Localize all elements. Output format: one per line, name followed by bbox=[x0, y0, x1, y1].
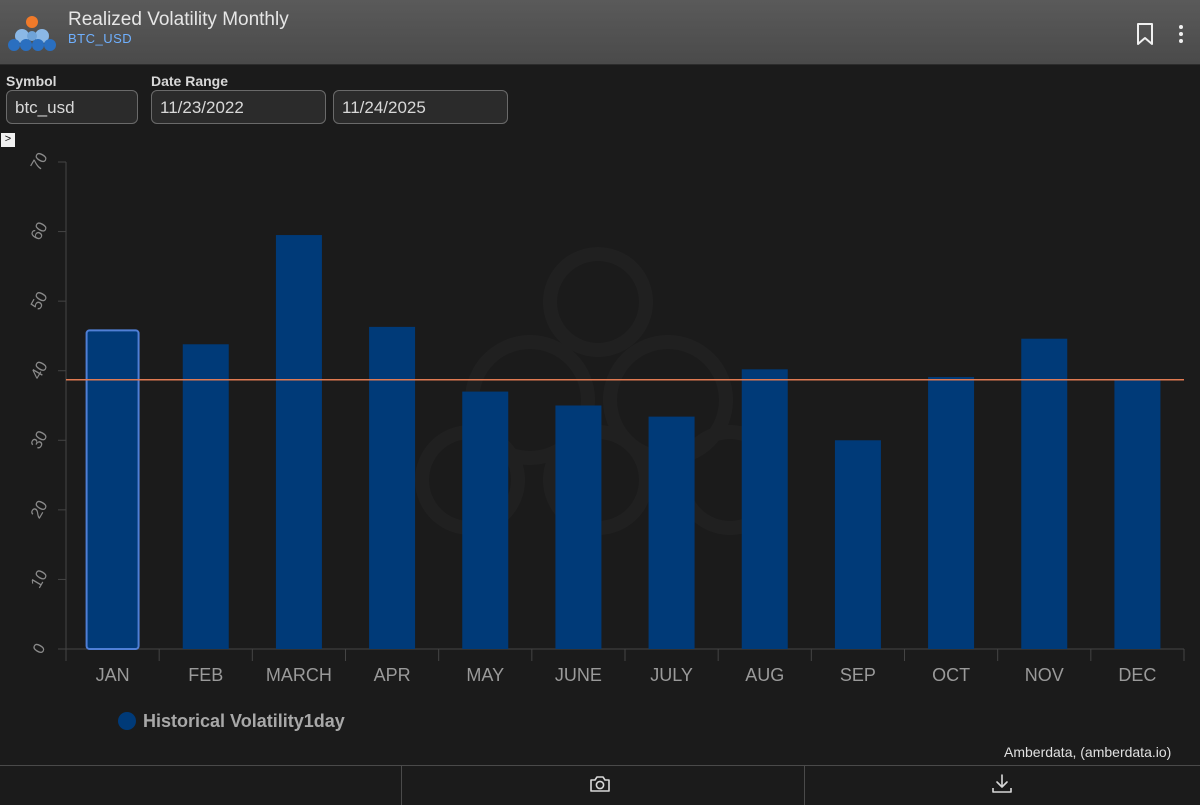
footer-cell-camera bbox=[402, 766, 805, 805]
expand-toggle-icon[interactable]: > bbox=[1, 133, 15, 147]
bar[interactable] bbox=[462, 391, 509, 649]
page-title: Realized Volatility Monthly bbox=[68, 9, 289, 30]
data-credit: Amberdata, (amberdata.io) bbox=[1004, 744, 1172, 760]
footer-toolbar bbox=[0, 765, 1200, 805]
bar[interactable] bbox=[1114, 379, 1161, 649]
bar[interactable] bbox=[1021, 338, 1068, 649]
bar[interactable] bbox=[369, 326, 416, 649]
y-tick-label: 50 bbox=[28, 289, 52, 313]
y-tick-label: 0 bbox=[30, 641, 49, 657]
symbol-label: Symbol bbox=[6, 73, 57, 89]
camera-icon[interactable] bbox=[589, 774, 611, 794]
footer-cell-left bbox=[0, 766, 402, 805]
x-tick-label: JAN bbox=[96, 665, 130, 685]
download-icon[interactable] bbox=[991, 773, 1013, 795]
bar[interactable] bbox=[741, 369, 788, 649]
x-tick-label: FEB bbox=[188, 665, 223, 685]
y-tick-label: 70 bbox=[28, 150, 52, 174]
x-tick-label: APR bbox=[374, 665, 411, 685]
page-subtitle: BTC_USD bbox=[68, 31, 133, 46]
bar[interactable] bbox=[555, 405, 602, 650]
bar[interactable] bbox=[648, 416, 695, 649]
bookmark-icon[interactable] bbox=[1134, 22, 1156, 46]
x-tick-label: OCT bbox=[932, 665, 970, 685]
y-tick-label: 30 bbox=[28, 428, 52, 452]
symbol-field[interactable]: btc_usd bbox=[6, 90, 138, 124]
date-range-label: Date Range bbox=[151, 73, 229, 89]
x-tick-label: NOV bbox=[1025, 665, 1064, 685]
bar[interactable] bbox=[928, 376, 975, 649]
title-bar: Realized Volatility Monthly BTC_USD bbox=[0, 0, 1200, 65]
bar[interactable] bbox=[182, 344, 229, 649]
y-tick-label: 60 bbox=[28, 219, 52, 243]
start-date-field[interactable]: 11/23/2022 bbox=[151, 90, 326, 124]
end-date-field[interactable]: 11/24/2025 bbox=[333, 90, 508, 124]
bar[interactable] bbox=[85, 329, 140, 650]
bar[interactable] bbox=[275, 235, 322, 650]
y-tick-label: 10 bbox=[28, 567, 52, 591]
x-tick-label: SEP bbox=[840, 665, 876, 685]
x-tick-label: MAY bbox=[466, 665, 504, 685]
more-vertical-icon[interactable] bbox=[1174, 22, 1188, 46]
legend-label[interactable]: Historical Volatility1day bbox=[143, 711, 345, 731]
x-tick-label: DEC bbox=[1118, 665, 1156, 685]
volatility-chart: 0 10 20 30 40 50 60 70 JAN FEB MARCH APR MAY JUNE JULY… bbox=[28, 150, 1185, 685]
y-tick-label: 40 bbox=[28, 359, 52, 383]
x-tick-label: AUG bbox=[745, 665, 784, 685]
y-tick-label: 20 bbox=[28, 498, 52, 522]
bar[interactable] bbox=[834, 440, 881, 649]
legend-swatch[interactable] bbox=[118, 712, 136, 730]
footer-cell-download bbox=[805, 766, 1200, 805]
amberdata-logo bbox=[8, 16, 56, 51]
x-tick-label: JULY bbox=[650, 665, 693, 685]
x-tick-label: MARCH bbox=[266, 665, 332, 685]
x-tick-label: JUNE bbox=[555, 665, 602, 685]
